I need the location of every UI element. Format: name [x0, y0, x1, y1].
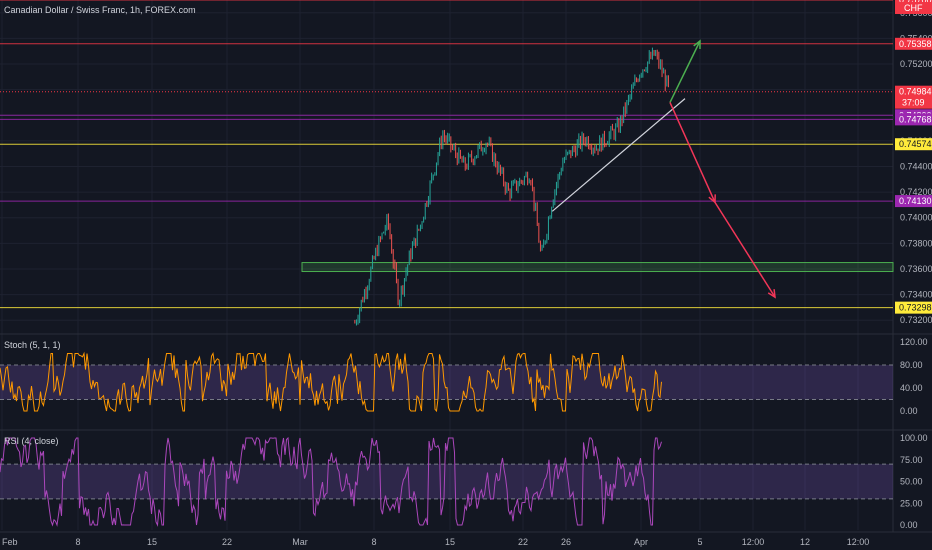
time-tick: 12: [800, 537, 810, 547]
candles: [354, 47, 669, 326]
level-price-label: 0.74574: [899, 139, 932, 149]
time-tick: Apr: [634, 537, 648, 547]
level-price-label: 0.74130: [899, 196, 932, 206]
time-tick: 26: [561, 537, 571, 547]
level-price-tag: [895, 37, 932, 50]
level-price-tag: [895, 195, 932, 208]
time-tick: 22: [518, 537, 528, 547]
projection-up-arrow: [669, 40, 701, 103]
stoch-line: [0, 351, 662, 413]
time-tick: 12:00: [742, 537, 765, 547]
price-axis[interactable]: 0.756000.754000.752000.750000.748000.746…: [0, 0, 932, 530]
price-tick: 0.75200: [900, 59, 932, 69]
time-tick: Feb: [2, 537, 18, 547]
level-price-tag: [895, 113, 932, 126]
rsi-tick: 75.00: [900, 455, 923, 465]
time-tick: 15: [147, 537, 157, 547]
time-tick: 22: [222, 537, 232, 547]
stoch-tick: 120.00: [900, 337, 928, 347]
projection-up-arrow-head: [693, 39, 701, 49]
rsi-tick: 25.00: [900, 498, 923, 508]
projection-down-arrow: [669, 102, 716, 203]
trendline: [551, 98, 686, 212]
stoch-pane: [0, 351, 893, 413]
current-price-countdown: 37:09: [902, 98, 925, 108]
projection-down-arrow: [714, 201, 776, 298]
time-tick: 15: [445, 537, 455, 547]
time-tick: Mar: [292, 537, 308, 547]
price-tick: 0.73400: [900, 290, 932, 300]
rsi-pane: [0, 436, 893, 527]
rsi-tick: 100.00: [900, 433, 928, 443]
price-tick: 0.73800: [900, 238, 932, 248]
grid: [0, 0, 932, 532]
stoch-tick: 80.00: [900, 360, 923, 370]
projection-down-arrow-head: [767, 289, 776, 299]
support-zone-rect: [301, 262, 894, 273]
drawings[interactable]: [551, 39, 776, 299]
time-tick: 5: [697, 537, 702, 547]
rsi-tick: 50.00: [900, 477, 923, 487]
time-tick: 8: [371, 537, 376, 547]
stoch-band: [0, 365, 893, 400]
price-tick: 0.74400: [900, 162, 932, 172]
currency-tag: [895, 2, 932, 14]
level-price-tag: [895, 301, 932, 314]
current-price-tag: [895, 85, 932, 109]
currency-label: CHF: [904, 3, 923, 13]
rsi-label: RSI (4, close): [4, 436, 59, 446]
stoch-label: Stoch (5, 1, 1): [4, 340, 61, 350]
current-price-label: 0.74984: [899, 87, 932, 97]
level-price-label: 0.74768: [899, 114, 932, 124]
level-price-label: 0.75358: [899, 39, 932, 49]
support-zone[interactable]: [301, 262, 894, 273]
level-price-tag: [895, 138, 932, 151]
time-tick: 12:00: [847, 537, 870, 547]
rsi-band: [0, 464, 893, 499]
price-tick: 0.73600: [900, 264, 932, 274]
rsi-tick: 0.00: [900, 520, 918, 530]
chart-title: Canadian Dollar / Swiss Franc, 1h, FOREX…: [4, 5, 196, 15]
stoch-tick: 0.00: [900, 406, 918, 416]
price-tick: 0.73200: [900, 315, 932, 325]
time-axis[interactable]: Feb 8 15 22 Mar 8 15 22 26 Apr 5 12:00 12 12:00: [0, 531, 932, 547]
time-tick: 8: [75, 537, 80, 547]
level-price-label: 0.73298: [899, 303, 932, 313]
stoch-tick: 40.00: [900, 383, 923, 393]
price-tick: 0.74200: [900, 187, 932, 197]
price-tick: 0.74000: [900, 213, 932, 223]
rsi-line: [0, 436, 662, 527]
